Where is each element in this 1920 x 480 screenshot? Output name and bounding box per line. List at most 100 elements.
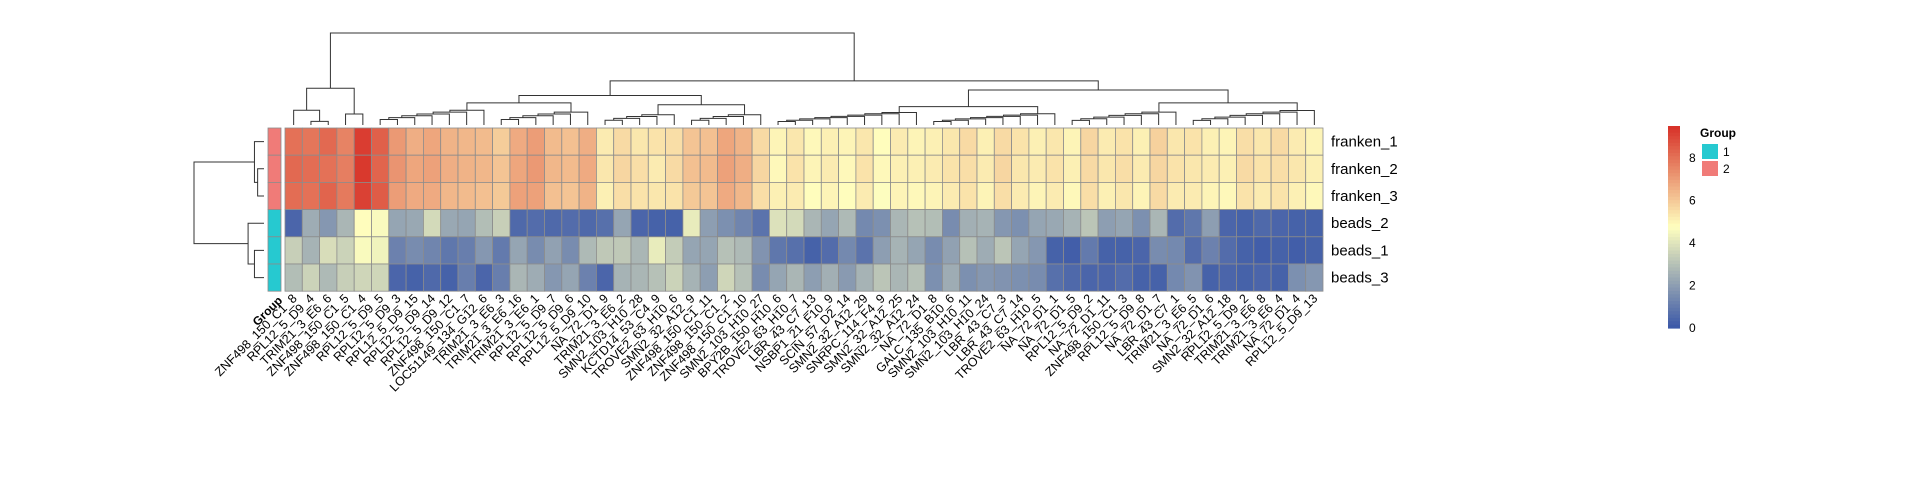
colorbar-tick-label: 8	[1689, 151, 1696, 165]
heatmap-cell	[388, 263, 407, 292]
colorbar-segment	[1668, 196, 1680, 201]
dendrogram-branch	[1071, 119, 1090, 125]
heatmap-cell	[284, 154, 303, 183]
heatmap-cell	[301, 236, 320, 265]
heatmap-cell	[578, 263, 597, 292]
colorbar-segment	[1668, 139, 1680, 144]
heatmap-cell	[1149, 127, 1168, 156]
heatmap-cell	[284, 263, 303, 292]
heatmap-cell	[613, 263, 632, 292]
heatmap-cell	[630, 127, 649, 156]
colorbar-tick-label: 4	[1689, 236, 1696, 250]
heatmap-cell	[353, 154, 372, 183]
heatmap-cell	[422, 154, 442, 183]
heatmap-cell	[301, 127, 320, 156]
group-annotation-cell	[267, 209, 282, 238]
heatmap-cell	[1218, 236, 1237, 265]
heatmap-cell	[457, 263, 476, 292]
heatmap-cell	[319, 181, 338, 210]
heatmap-cell	[474, 181, 493, 210]
group-annotation-cell	[267, 263, 282, 292]
heatmap-cell	[1236, 181, 1255, 210]
colorbar-segment	[1668, 321, 1680, 326]
heatmap-cell	[1201, 236, 1220, 265]
heatmap-cell	[942, 209, 961, 238]
heatmap-cell	[1166, 181, 1186, 210]
heatmap-cell	[1270, 236, 1289, 265]
heatmap-cell	[1028, 181, 1047, 210]
heatmap-cell	[769, 209, 788, 238]
heatmap-cell	[422, 181, 442, 210]
heatmap-cell	[1305, 263, 1324, 292]
group-legend: Group 1 2	[1700, 126, 1736, 176]
heatmap-cell	[803, 181, 822, 210]
heatmap-cell	[353, 209, 372, 238]
heatmap-cell	[717, 209, 736, 238]
colorbar-segment	[1668, 159, 1680, 164]
heatmap-cell	[924, 236, 943, 265]
heatmap-cell	[1080, 236, 1099, 265]
heatmap-cell	[457, 154, 476, 183]
heatmap-cell	[1288, 127, 1307, 156]
heatmap-cell	[1063, 209, 1082, 238]
colorbar-segment	[1668, 136, 1680, 141]
heatmap-cell	[492, 209, 511, 238]
heatmap-cell	[1063, 263, 1082, 292]
heatmap-cell	[959, 127, 978, 156]
heatmap-cell	[1305, 236, 1324, 265]
heatmap-cell	[855, 263, 874, 292]
colorbar-segment	[1668, 220, 1680, 225]
heatmap-cell	[1115, 236, 1134, 265]
dendrogram-branch	[941, 119, 969, 125]
heatmap-cell	[647, 236, 666, 265]
colorbar-segment	[1668, 314, 1680, 319]
heatmap-cell	[890, 154, 909, 183]
heatmap-cell	[630, 154, 649, 183]
heatmap-cell	[890, 236, 909, 265]
heatmap-cell	[1184, 127, 1203, 156]
heatmap-cell	[976, 127, 995, 156]
heatmap-cell	[1253, 236, 1272, 265]
heatmap-cell	[1080, 209, 1099, 238]
heatmap-cell	[1201, 127, 1220, 156]
heatmap-cell	[371, 154, 390, 183]
legend-swatch	[1702, 144, 1718, 159]
heatmap-cell	[872, 181, 891, 210]
heatmap-cell	[1201, 181, 1220, 210]
dendrogram-branch	[967, 89, 1229, 107]
heatmap-cell	[751, 181, 770, 210]
heatmap-cell	[890, 263, 909, 292]
heatmap-cell	[820, 181, 839, 210]
heatmap-cell	[630, 236, 649, 265]
heatmap-cell	[301, 263, 320, 292]
colorbar-segment	[1668, 210, 1680, 215]
dendrogram-branch	[500, 118, 520, 125]
heatmap-cell	[993, 154, 1012, 183]
dendrogram-branch	[712, 116, 744, 125]
heatmap-cell	[526, 263, 545, 292]
heatmap-cells	[284, 127, 1324, 292]
heatmap-cell	[1115, 209, 1134, 238]
heatmap-cell	[544, 263, 563, 292]
dendrogram-branch	[691, 119, 710, 125]
heatmap-cell	[890, 209, 909, 238]
heatmap-cell	[838, 154, 857, 183]
heatmap-cell	[1080, 154, 1099, 183]
group-annotation-cell	[267, 127, 282, 156]
heatmap-cell	[526, 236, 545, 265]
heatmap-cell	[353, 181, 372, 210]
colorbar-segment	[1668, 142, 1680, 147]
heatmap-cell	[1115, 181, 1134, 210]
heatmap-cell	[544, 181, 563, 210]
heatmap-cell	[872, 263, 891, 292]
heatmap-cell	[1028, 236, 1047, 265]
heatmap-cell	[1288, 236, 1307, 265]
heatmap-cell	[717, 181, 736, 210]
heatmap-cell	[405, 209, 424, 238]
heatmap-cell	[526, 127, 545, 156]
heatmap-cell	[1201, 263, 1220, 292]
heatmap-cell	[820, 263, 839, 292]
dendrogram-branch	[253, 249, 264, 279]
heatmap-cell	[907, 236, 926, 265]
